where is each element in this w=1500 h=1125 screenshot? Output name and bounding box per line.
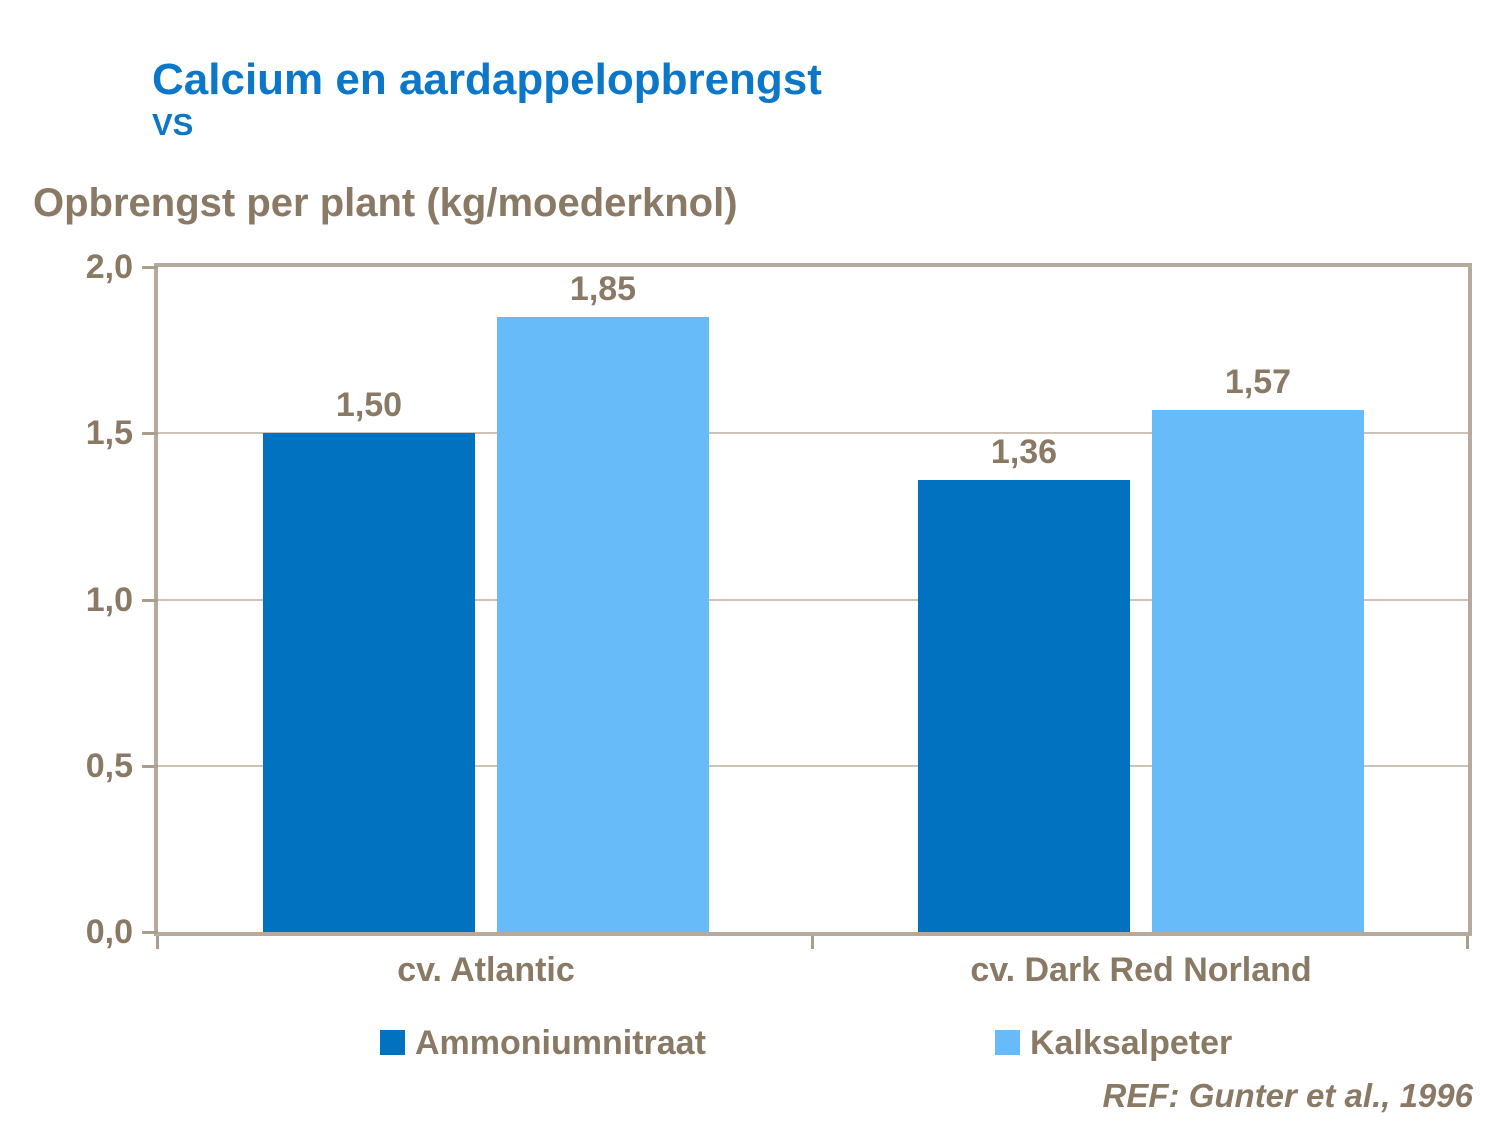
y-axis-tick-mark [142,266,158,269]
bar-ammoniumnitraat-2 [918,479,1130,932]
category-label-2: cv. Dark Red Norland [970,951,1312,989]
legend-entry-kalksalpeter: Kalksalpeter [995,1025,1232,1061]
bar-value-label: 1,57 [1224,362,1292,401]
slide-subtitle: VS [152,107,194,142]
x-axis-tick-mark [1466,936,1469,949]
y-axis-tick-mark [142,931,158,934]
reference-note: REF: Gunter et al., 1996 [1102,1077,1473,1114]
legend-label: Kalksalpeter [1030,1024,1233,1062]
legend-label: Ammoniumnitraat [415,1024,706,1062]
category-label-1: cv. Atlantic [397,951,575,989]
bar-kalksalpeter-1 [497,316,709,932]
y-axis-title: Opbrengst per plant (kg/moederknol) [33,181,738,225]
legend-swatch-ammoniumnitraat [380,1030,405,1055]
bar-ammoniumnitraat-1 [263,433,475,932]
chart-plot-area: 1,50 1,36 1,85 1,57 [154,263,1472,936]
legend-entry-ammoniumnitraat: Ammoniumnitraat [380,1025,706,1061]
gridline-1 [158,598,1468,601]
bar-value-label: 1,50 [335,386,403,425]
y-axis-tick-label-0,0: 0,0 [85,913,133,951]
bar-value-label: 1,85 [569,269,637,308]
y-axis-tick-label-0,5: 0,5 [85,746,133,785]
bar-value-label: 1,36 [990,432,1058,471]
y-axis-tick-label-2,0: 2,0 [85,248,133,286]
gridline-0.5 [158,764,1468,767]
y-axis-tick-mark [142,764,158,768]
y-axis-tick-mark [142,598,158,602]
y-axis-tick-mark [142,432,158,436]
bar-kalksalpeter-2 [1152,409,1364,932]
y-axis-tick-label-1,5: 1,5 [85,414,133,453]
x-axis-tick-mark [156,936,159,949]
slide-title: Calcium en aardappelopbrengst [152,55,822,104]
legend-swatch-kalksalpeter [995,1030,1020,1055]
x-axis-tick-mark [811,936,814,949]
gridline-1.5 [158,432,1468,435]
y-axis-tick-label-1,0: 1,0 [85,580,133,619]
